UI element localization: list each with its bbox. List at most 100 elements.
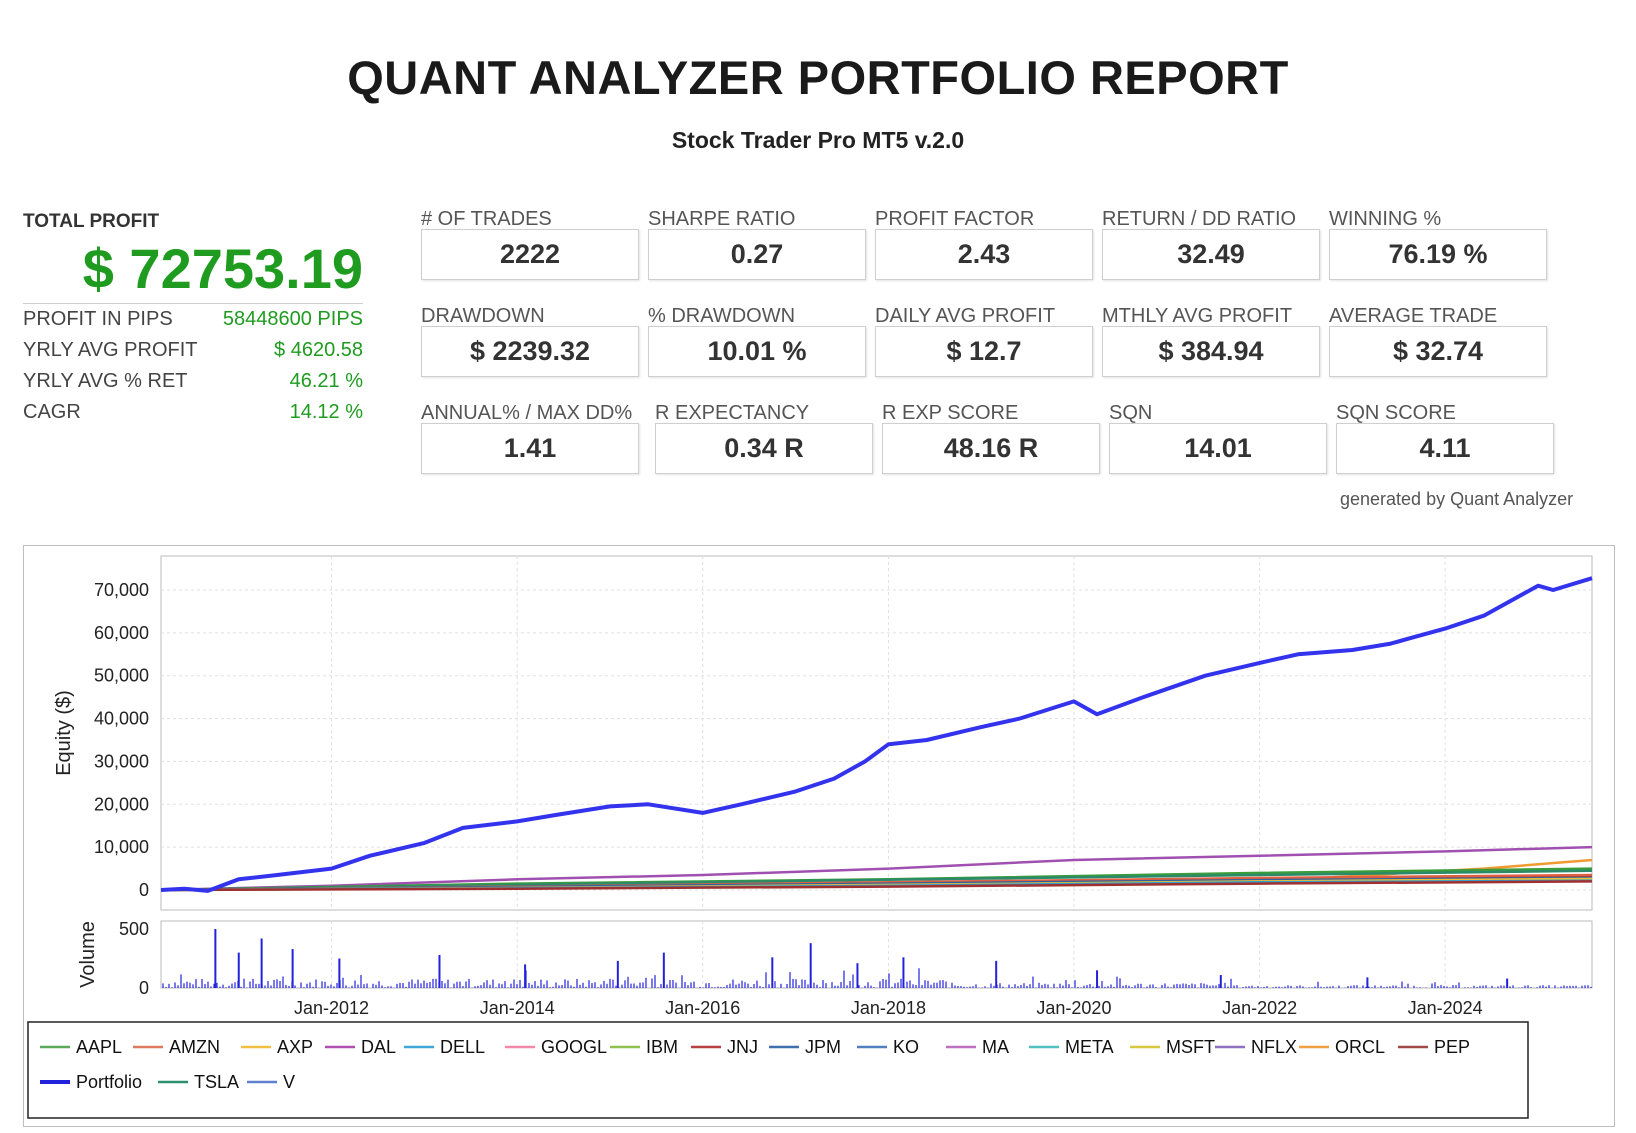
metric-value: 48.16 R: [882, 423, 1100, 474]
report-title: QUANT ANALYZER PORTFOLIO REPORT: [347, 51, 1289, 104]
metric-value: 0.27: [648, 229, 866, 280]
legend-label: MA: [982, 1037, 1009, 1057]
legend-label: V: [283, 1072, 295, 1092]
volume-plot-frame: [160, 920, 1593, 989]
metric-value: 2.43: [875, 229, 1093, 280]
metric-label: R EXPECTANCY: [655, 402, 810, 424]
legend-item-v: V: [247, 1072, 295, 1092]
legend-label: TSLA: [194, 1072, 239, 1092]
legend-item-meta: META: [1029, 1037, 1114, 1057]
metric-drawdown: DRAWDOWN $ 2239.32: [421, 304, 639, 377]
legend-label: JNJ: [727, 1037, 758, 1057]
metric-average-trade: AVERAGE TRADE $ 32.74: [1329, 304, 1547, 377]
legend-label: NFLX: [1251, 1037, 1297, 1057]
volume-plot: Jan-2012 Jan-2014 Jan-2016 Jan-2018 Jan-2020…: [77, 919, 1593, 1018]
legend-label: AXP: [277, 1037, 313, 1057]
equity-y-tick-label: 30,000: [94, 751, 149, 771]
legend-label: KO: [893, 1037, 919, 1057]
legend-label: META: [1065, 1037, 1114, 1057]
legend-label: PEP: [1434, 1037, 1470, 1057]
metric-label: RETURN / DD RATIO: [1102, 208, 1297, 230]
legend-label: MSFT: [1166, 1037, 1215, 1057]
total-profit-divider: [23, 303, 363, 304]
summary-item-value: 46.21 %: [289, 370, 363, 392]
equity-y-tick-label: 50,000: [94, 666, 149, 686]
metric-label: R EXP SCORE: [882, 402, 1019, 424]
summary-item-label: CAGR: [23, 401, 81, 423]
summary-item-profit-in-pips: PROFIT IN PIPS 58448600 PIPS: [23, 308, 363, 338]
metric-value: 10.01 %: [648, 326, 866, 377]
report-subtitle: Stock Trader Pro MT5 v.2.0: [671, 127, 965, 153]
equity-y-tick-label: 40,000: [94, 709, 149, 729]
series-line-portfolio: [160, 576, 1593, 893]
x-tick-label: Jan-2016: [665, 998, 740, 1018]
equity-y-axis-title: Equity ($): [53, 690, 75, 776]
x-tick-label: Jan-2012: [294, 998, 369, 1018]
metric-sqn: SQN 14.01: [1109, 401, 1327, 474]
legend-label: DELL: [440, 1037, 485, 1057]
legend-item-googl: GOOGL: [505, 1037, 607, 1057]
total-profit-label: TOTAL PROFIT: [23, 211, 160, 232]
legend-item-ma: MA: [946, 1037, 1009, 1057]
equity-y-tick-label: 60,000: [94, 623, 149, 643]
legend-item-ibm: IBM: [610, 1037, 678, 1057]
metric-number-of-trades: # OF TRADES 2222: [421, 207, 639, 280]
equity-plot: 0 10,000 20,000 30,000 40,000 50,000 60,000 70,…: [53, 555, 1593, 911]
x-tick-label: Jan-2014: [480, 998, 555, 1018]
metric-value: 2222: [421, 229, 639, 280]
metric-value: 76.19 %: [1329, 229, 1547, 280]
metric-winning-percent: WINNING % 76.19 %: [1329, 207, 1547, 280]
metric-label: % DRAWDOWN: [648, 305, 796, 327]
chart-legend: AAPL AMZN AXP DAL DELL GOOGL IBM JNJ JPM KO MA META…: [27, 1021, 1529, 1119]
metric-profit-factor: PROFIT FACTOR 2.43: [875, 207, 1093, 280]
legend-item-dal: DAL: [325, 1037, 396, 1057]
legend-item-aapl: AAPL: [40, 1037, 122, 1057]
metric-label: # OF TRADES: [421, 208, 552, 230]
metric-value: $ 384.94: [1102, 326, 1320, 377]
metric-label: WINNING %: [1329, 208, 1442, 230]
metric-r-exp-score: R EXP SCORE 48.16 R: [882, 401, 1100, 474]
legend-item-ko: KO: [857, 1037, 919, 1057]
metric-value: 0.34 R: [655, 423, 873, 474]
metric-daily-avg-profit: DAILY AVG PROFIT $ 12.7: [875, 304, 1093, 377]
x-tick-label: Jan-2018: [851, 998, 926, 1018]
summary-item-value: 58448600 PIPS: [222, 308, 363, 330]
metric-label: DRAWDOWN: [421, 305, 545, 327]
summary-item-value: 14.12 %: [289, 401, 363, 423]
legend-item-dell: DELL: [404, 1037, 485, 1057]
metric-label: SQN SCORE: [1336, 402, 1457, 424]
legend-item-amzn: AMZN: [133, 1037, 220, 1057]
legend-label: IBM: [646, 1037, 678, 1057]
legend-label: GOOGL: [541, 1037, 607, 1057]
metric-value: $ 32.74: [1329, 326, 1547, 377]
volume-y-axis-title: Volume: [77, 921, 99, 988]
metric-sqn-score: SQN SCORE 4.11: [1336, 401, 1554, 474]
metric-percent-drawdown: % DRAWDOWN 10.01 %: [648, 304, 866, 377]
legend-item-orcl: ORCL: [1299, 1037, 1385, 1057]
legend-item-nflx: NFLX: [1215, 1037, 1297, 1057]
legend-item-jnj: JNJ: [691, 1037, 758, 1057]
x-tick-label: Jan-2024: [1408, 998, 1483, 1018]
metric-label: PROFIT FACTOR: [875, 208, 1035, 230]
legend-item-portfolio: Portfolio: [40, 1072, 142, 1092]
legend-label: ORCL: [1335, 1037, 1385, 1057]
summary-item-cagr: CAGR 14.12 %: [23, 401, 363, 431]
metric-sharpe-ratio: SHARPE RATIO 0.27: [648, 207, 866, 280]
legend-label: AMZN: [169, 1037, 220, 1057]
total-profit-value: $ 72753.19: [82, 237, 363, 300]
series-line-jnj: [160, 880, 1593, 892]
legend-item-msft: MSFT: [1130, 1037, 1215, 1057]
summary-item-yrly-avg-ret: YRLY AVG % RET 46.21 %: [23, 370, 363, 400]
legend-label: JPM: [805, 1037, 841, 1057]
legend-box: [27, 1021, 1529, 1119]
volume-y-tick-label: 0: [139, 978, 149, 998]
summary-item-value: $ 4620.58: [274, 339, 363, 361]
legend-label: Portfolio: [76, 1072, 142, 1092]
metric-mthly-avg-profit: MTHLY AVG PROFIT $ 384.94: [1102, 304, 1320, 377]
metric-annual-max-dd: ANNUAL% / MAX DD% 1.41: [421, 401, 639, 474]
equity-chart-svg: 0 10,000 20,000 30,000 40,000 50,000 60,000 70,…: [27, 555, 1593, 1119]
metric-label: AVERAGE TRADE: [1329, 305, 1498, 327]
metric-label: SHARPE RATIO: [648, 208, 796, 230]
summary-item-label: YRLY AVG PROFIT: [23, 339, 198, 361]
metric-value: 32.49: [1102, 229, 1320, 280]
